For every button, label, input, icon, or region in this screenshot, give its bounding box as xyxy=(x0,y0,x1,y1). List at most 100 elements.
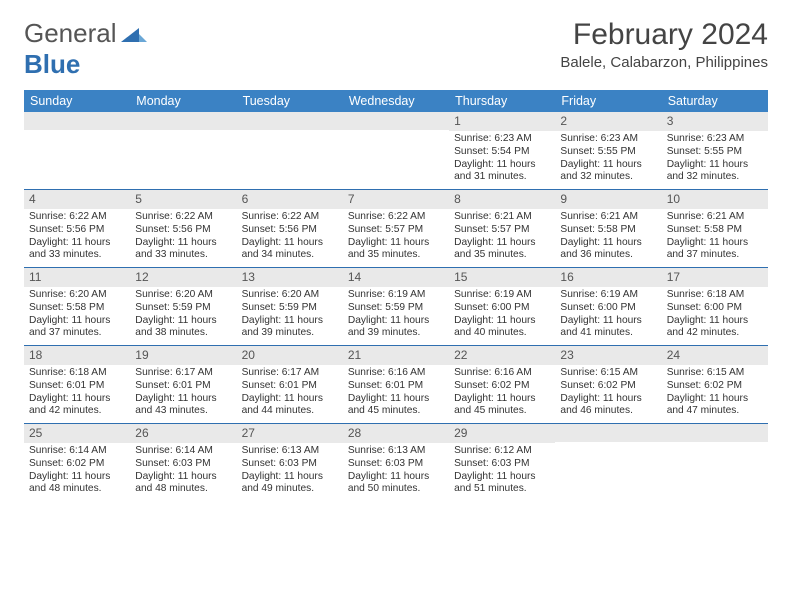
calendar-cell: 21Sunrise: 6:16 AMSunset: 6:01 PMDayligh… xyxy=(343,346,449,424)
day-number: 10 xyxy=(662,190,768,209)
d1-text: Daylight: 11 hours xyxy=(29,237,125,250)
calendar-cell: 6Sunrise: 6:22 AMSunset: 5:56 PMDaylight… xyxy=(237,190,343,268)
d2-text: and 47 minutes. xyxy=(667,405,763,418)
day-number: 18 xyxy=(24,346,130,365)
sunrise-text: Sunrise: 6:18 AM xyxy=(29,367,125,380)
sunset-text: Sunset: 5:54 PM xyxy=(454,146,550,159)
cell-lines: Sunrise: 6:20 AMSunset: 5:59 PMDaylight:… xyxy=(242,289,338,340)
sunset-text: Sunset: 6:00 PM xyxy=(560,302,656,315)
d2-text: and 31 minutes. xyxy=(454,171,550,184)
d2-text: and 32 minutes. xyxy=(667,171,763,184)
d2-text: and 32 minutes. xyxy=(560,171,656,184)
d1-text: Daylight: 11 hours xyxy=(348,393,444,406)
cell-lines: Sunrise: 6:13 AMSunset: 6:03 PMDaylight:… xyxy=(242,445,338,496)
sunset-text: Sunset: 6:02 PM xyxy=(560,380,656,393)
d2-text: and 35 minutes. xyxy=(454,249,550,262)
d1-text: Daylight: 11 hours xyxy=(667,393,763,406)
d2-text: and 42 minutes. xyxy=(29,405,125,418)
calendar-cell: 22Sunrise: 6:16 AMSunset: 6:02 PMDayligh… xyxy=(449,346,555,424)
day-number: 15 xyxy=(449,268,555,287)
d1-text: Daylight: 11 hours xyxy=(560,393,656,406)
sunset-text: Sunset: 6:01 PM xyxy=(29,380,125,393)
d2-text: and 39 minutes. xyxy=(348,327,444,340)
weekday-header: Friday xyxy=(555,90,661,112)
sunrise-text: Sunrise: 6:19 AM xyxy=(454,289,550,302)
calendar-cell: 14Sunrise: 6:19 AMSunset: 5:59 PMDayligh… xyxy=(343,268,449,346)
sunrise-text: Sunrise: 6:22 AM xyxy=(242,211,338,224)
sunset-text: Sunset: 6:00 PM xyxy=(454,302,550,315)
day-number: 16 xyxy=(555,268,661,287)
sunset-text: Sunset: 6:02 PM xyxy=(667,380,763,393)
sunrise-text: Sunrise: 6:22 AM xyxy=(29,211,125,224)
cell-lines: Sunrise: 6:22 AMSunset: 5:56 PMDaylight:… xyxy=(242,211,338,262)
weekday-header-row: Sunday Monday Tuesday Wednesday Thursday… xyxy=(24,90,768,112)
cell-lines: Sunrise: 6:18 AMSunset: 6:01 PMDaylight:… xyxy=(29,367,125,418)
empty-stripe xyxy=(237,112,343,130)
cell-lines: Sunrise: 6:19 AMSunset: 6:00 PMDaylight:… xyxy=(454,289,550,340)
calendar-cell: 13 Sunrise: 6:20 AMSunset: 5:59 PMDayligh… xyxy=(237,268,343,346)
calendar-cell: 26Sunrise: 6:14 AMSunset: 6:03 PMDayligh… xyxy=(130,424,236,502)
d1-text: Daylight: 11 hours xyxy=(29,393,125,406)
title-block: February 2024 Balele, Calabarzon, Philip… xyxy=(560,18,768,71)
sunrise-text: Sunrise: 6:15 AM xyxy=(560,367,656,380)
calendar-cell xyxy=(662,424,768,502)
empty-stripe xyxy=(130,112,236,130)
cell-lines: Sunrise: 6:22 AMSunset: 5:57 PMDaylight:… xyxy=(348,211,444,262)
sunrise-text: Sunrise: 6:13 AM xyxy=(348,445,444,458)
d2-text: and 38 minutes. xyxy=(135,327,231,340)
d2-text: and 34 minutes. xyxy=(242,249,338,262)
d2-text: and 33 minutes. xyxy=(135,249,231,262)
sunset-text: Sunset: 5:59 PM xyxy=(135,302,231,315)
d2-text: and 43 minutes. xyxy=(135,405,231,418)
day-number: 26 xyxy=(130,424,236,443)
sunset-text: Sunset: 6:01 PM xyxy=(135,380,231,393)
sunset-text: Sunset: 5:58 PM xyxy=(667,224,763,237)
cell-lines: Sunrise: 6:18 AMSunset: 6:00 PMDaylight:… xyxy=(667,289,763,340)
d2-text: and 37 minutes. xyxy=(29,327,125,340)
sunset-text: Sunset: 5:56 PM xyxy=(135,224,231,237)
logo-text: General Blue xyxy=(24,18,147,80)
d1-text: Daylight: 11 hours xyxy=(454,159,550,172)
day-number: 7 xyxy=(343,190,449,209)
d2-text: and 36 minutes. xyxy=(560,249,656,262)
sunrise-text: Sunrise: 6:23 AM xyxy=(454,133,550,146)
cell-lines: Sunrise: 6:20 AMSunset: 5:58 PMDaylight:… xyxy=(29,289,125,340)
calendar-cell: 25Sunrise: 6:14 AMSunset: 6:02 PMDayligh… xyxy=(24,424,130,502)
empty-stripe xyxy=(343,112,449,130)
d1-text: Daylight: 11 hours xyxy=(667,159,763,172)
calendar-cell: 28Sunrise: 6:13 AMSunset: 6:03 PMDayligh… xyxy=(343,424,449,502)
calendar-cell: 19Sunrise: 6:17 AMSunset: 6:01 PMDayligh… xyxy=(130,346,236,424)
d2-text: and 48 minutes. xyxy=(135,483,231,496)
sunset-text: Sunset: 6:03 PM xyxy=(454,458,550,471)
cell-lines: Sunrise: 6:22 AMSunset: 5:56 PMDaylight:… xyxy=(29,211,125,262)
d1-text: Daylight: 11 hours xyxy=(560,237,656,250)
d2-text: and 40 minutes. xyxy=(454,327,550,340)
sunrise-text: Sunrise: 6:17 AM xyxy=(242,367,338,380)
calendar-cell: 4Sunrise: 6:22 AMSunset: 5:56 PMDaylight… xyxy=(24,190,130,268)
calendar-cell: 20Sunrise: 6:17 AMSunset: 6:01 PMDayligh… xyxy=(237,346,343,424)
sunrise-text: Sunrise: 6:19 AM xyxy=(560,289,656,302)
cell-lines: Sunrise: 6:17 AMSunset: 6:01 PMDaylight:… xyxy=(242,367,338,418)
calendar-cell: 23Sunrise: 6:15 AMSunset: 6:02 PMDayligh… xyxy=(555,346,661,424)
d1-text: Daylight: 11 hours xyxy=(242,393,338,406)
day-number: 29 xyxy=(449,424,555,443)
cell-lines: Sunrise: 6:21 AMSunset: 5:58 PMDaylight:… xyxy=(667,211,763,262)
sunrise-text: Sunrise: 6:22 AM xyxy=(135,211,231,224)
day-number: 2 xyxy=(555,112,661,131)
day-number: 13 xyxy=(237,268,343,287)
calendar-cell: 17Sunrise: 6:18 AMSunset: 6:00 PMDayligh… xyxy=(662,268,768,346)
sunrise-text: Sunrise: 6:23 AM xyxy=(560,133,656,146)
cell-lines: Sunrise: 6:14 AMSunset: 6:02 PMDaylight:… xyxy=(29,445,125,496)
d2-text: and 46 minutes. xyxy=(560,405,656,418)
sunset-text: Sunset: 6:03 PM xyxy=(348,458,444,471)
d2-text: and 45 minutes. xyxy=(348,405,444,418)
sunset-text: Sunset: 5:57 PM xyxy=(348,224,444,237)
cell-lines: Sunrise: 6:20 AMSunset: 5:59 PMDaylight:… xyxy=(135,289,231,340)
calendar-cell: 11Sunrise: 6:20 AMSunset: 5:58 PMDayligh… xyxy=(24,268,130,346)
sunset-text: Sunset: 5:56 PM xyxy=(29,224,125,237)
sunset-text: Sunset: 6:00 PM xyxy=(667,302,763,315)
day-number: 22 xyxy=(449,346,555,365)
calendar-cell: 15 Sunrise: 6:19 AMSunset: 6:00 PMDayligh… xyxy=(449,268,555,346)
sunrise-text: Sunrise: 6:20 AM xyxy=(242,289,338,302)
calendar-row: 25Sunrise: 6:14 AMSunset: 6:02 PMDayligh… xyxy=(24,424,768,502)
